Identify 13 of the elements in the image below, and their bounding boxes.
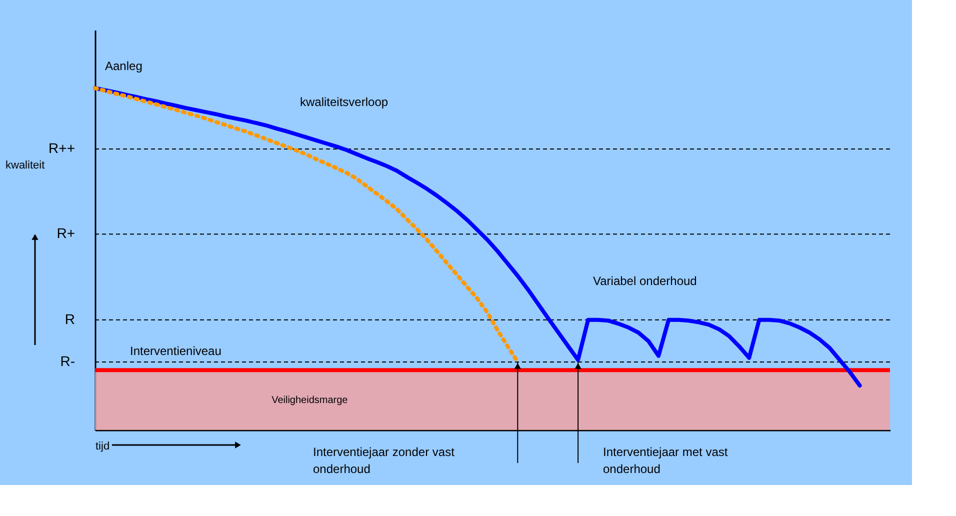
ref-line-label: R [64,310,75,327]
ref-line-label: R- [60,352,76,369]
annotation: Aanleg [105,59,142,74]
annotation: kwaliteitsverloop [300,95,388,109]
text: Interventiejaar zonder vast onderhoud [313,445,456,476]
ref-line-label: R+ [56,225,75,242]
annotation: Variabel onderhoud [593,274,697,288]
text: Interventiejaar met vast onderhoud [603,445,728,476]
x-axis-title: tijd [96,440,110,452]
band-label: Veiligheidsmarge [272,395,348,406]
ref-line-label: R++ [48,140,75,156]
ref-line-label: Interventieniveau [130,344,222,358]
y-axis-title: kwaliteit [6,160,45,172]
